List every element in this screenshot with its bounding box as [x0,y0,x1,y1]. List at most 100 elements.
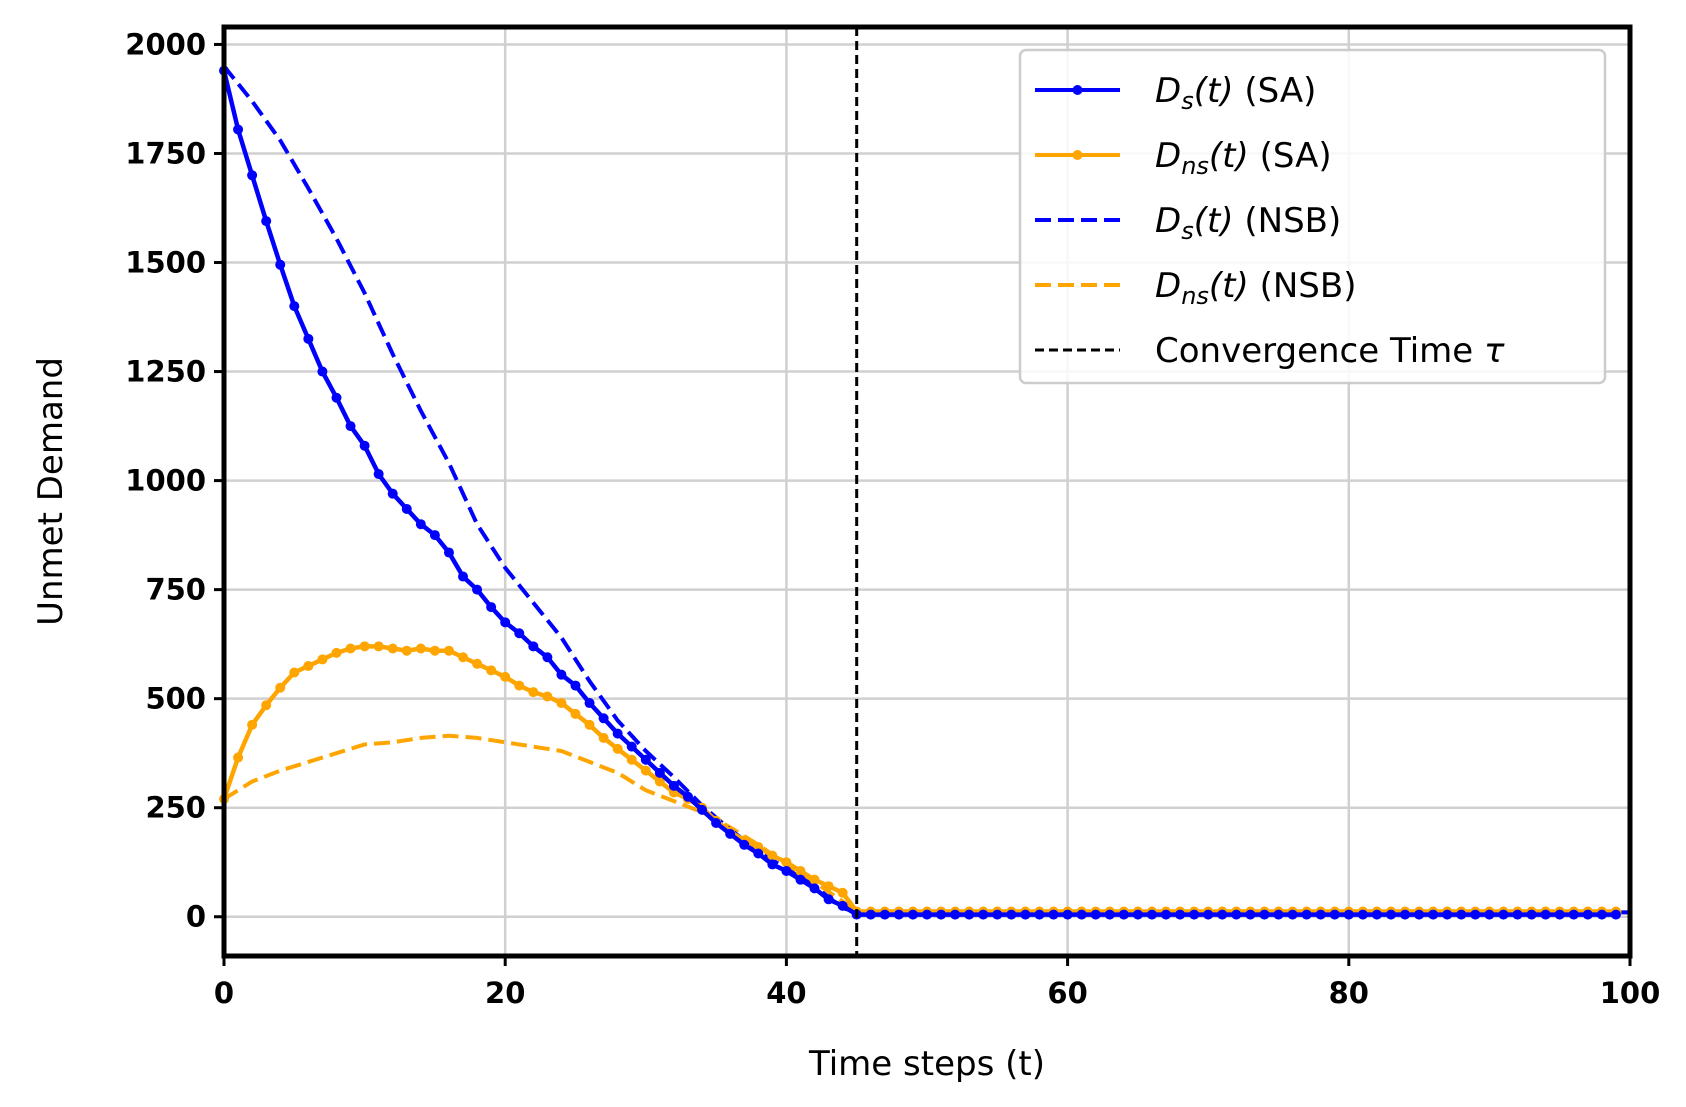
data-point-ds_sa [1076,909,1087,920]
data-point-ds_sa [1414,909,1425,920]
legend-label-dns_nsb: Dns(t) (NSB) [1155,266,1356,310]
data-point-ds_sa [486,602,497,613]
data-point-ds_sa [697,804,708,815]
data-point-ds_sa [528,641,539,652]
data-point-dns_sa [654,776,665,787]
data-point-dns_sa [331,647,342,658]
data-point-ds_sa [1400,909,1411,920]
data-point-dns_sa [233,752,244,763]
y-tick-label: 0 [186,900,206,934]
data-point-ds_sa [795,874,806,885]
data-point-ds_sa [542,652,553,663]
data-point-ds_sa [837,900,848,911]
data-point-ds_sa [781,865,792,876]
data-point-ds_sa [725,828,736,839]
data-point-dns_sa [500,671,511,682]
legend-marker-ds_sa [1072,85,1083,95]
data-point-dns_sa [401,645,412,656]
data-point-ds_sa [415,519,426,530]
data-point-ds_sa [753,848,764,859]
data-point-ds_sa [1568,909,1579,920]
data-point-ds_sa [1540,909,1551,920]
data-point-ds_sa [823,894,834,905]
data-point-ds_sa [401,503,412,514]
data-point-ds_sa [1554,909,1565,920]
data-point-dns_sa [415,643,426,654]
legend: Ds(t) (SA) Dns(t) (SA) Ds(t) (NSB) Dns(t) (… [1018,48,1607,385]
data-point-ds_sa [1442,909,1453,920]
data-point-dns_sa [345,643,356,654]
data-point-dns_sa [387,643,398,654]
data-point-ds_sa [584,698,595,709]
data-point-ds_sa [1175,909,1186,920]
x-tick-label: 100 [1600,976,1661,1010]
data-point-ds_sa [1287,909,1298,920]
series-line-ds_sa [221,70,1616,917]
x-tick-label: 40 [766,976,806,1010]
data-point-ds_sa [739,839,750,850]
data-point-ds_sa [317,366,328,377]
x-tick-label: 0 [214,976,234,1010]
data-point-ds_sa [626,741,637,752]
data-point-ds_sa [359,440,370,451]
legend-box [1018,48,1607,385]
data-point-ds_sa [893,909,904,920]
grid [222,27,1632,956]
data-point-dns_sa [626,754,637,765]
legend-label-ds_sa: Ds(t) (SA) [1155,71,1316,115]
x-tick-label: 20 [485,976,525,1010]
data-point-ds_sa [1203,909,1214,920]
data-point-dns_sa [598,732,609,743]
data-point-ds_sa [1062,909,1073,920]
legend-label-dns_sa: Dns(t) (SA) [1155,136,1332,180]
data-point-dns_sa [359,641,370,652]
y-tick-label: 1750 [125,136,206,170]
data-point-ds_sa [1498,909,1509,920]
data-point-ds_sa [1596,909,1607,920]
data-point-ds_sa [1428,909,1439,920]
data-point-dns_sa [514,680,525,691]
data-point-ds_sa [331,392,342,403]
data-point-ds_sa [1104,909,1115,920]
y-tick-label: 1500 [125,246,206,280]
data-point-ds_sa [472,584,483,595]
data-point-ds_sa [1146,909,1157,920]
data-point-ds_sa [1470,909,1481,920]
data-point-dns_sa [570,708,581,719]
data-point-ds_sa [556,669,567,680]
data-point-ds_sa [964,909,975,920]
data-point-ds_sa [289,301,300,312]
data-point-ds_sa [233,124,244,135]
series-layer [219,64,1630,920]
x-tick-label: 80 [1329,976,1369,1010]
data-point-ds_sa [1259,909,1270,920]
y-tick-label: 1000 [125,464,206,498]
data-point-dns_sa [612,743,623,754]
data-point-ds_sa [458,571,469,582]
data-point-ds_sa [640,754,651,765]
data-point-ds_sa [303,333,314,344]
data-point-ds_sa [275,259,286,270]
data-point-dns_sa [261,700,272,711]
data-point-ds_sa [936,909,947,920]
data-point-ds_sa [261,216,272,227]
data-point-ds_sa [1484,909,1495,920]
data-point-dns_sa [823,881,834,892]
data-point-ds_sa [1582,909,1593,920]
data-point-ds_sa [612,728,623,739]
y-tick-label: 250 [145,791,206,825]
data-point-ds_sa [247,170,258,181]
data-point-dns_sa [486,665,497,676]
data-point-ds_sa [345,421,356,432]
data-point-ds_sa [598,713,609,724]
data-point-dns_sa [247,719,258,730]
data-point-ds_sa [1301,909,1312,920]
y-tick-label: 2000 [125,27,206,61]
data-point-ds_sa [1385,909,1396,920]
data-point-ds_sa [1006,909,1017,920]
x-axis-label: Time steps (t) [808,1044,1045,1084]
y-tick-label: 500 [145,682,206,716]
legend-marker-dns_sa [1072,150,1083,160]
data-point-ds_sa [992,909,1003,920]
